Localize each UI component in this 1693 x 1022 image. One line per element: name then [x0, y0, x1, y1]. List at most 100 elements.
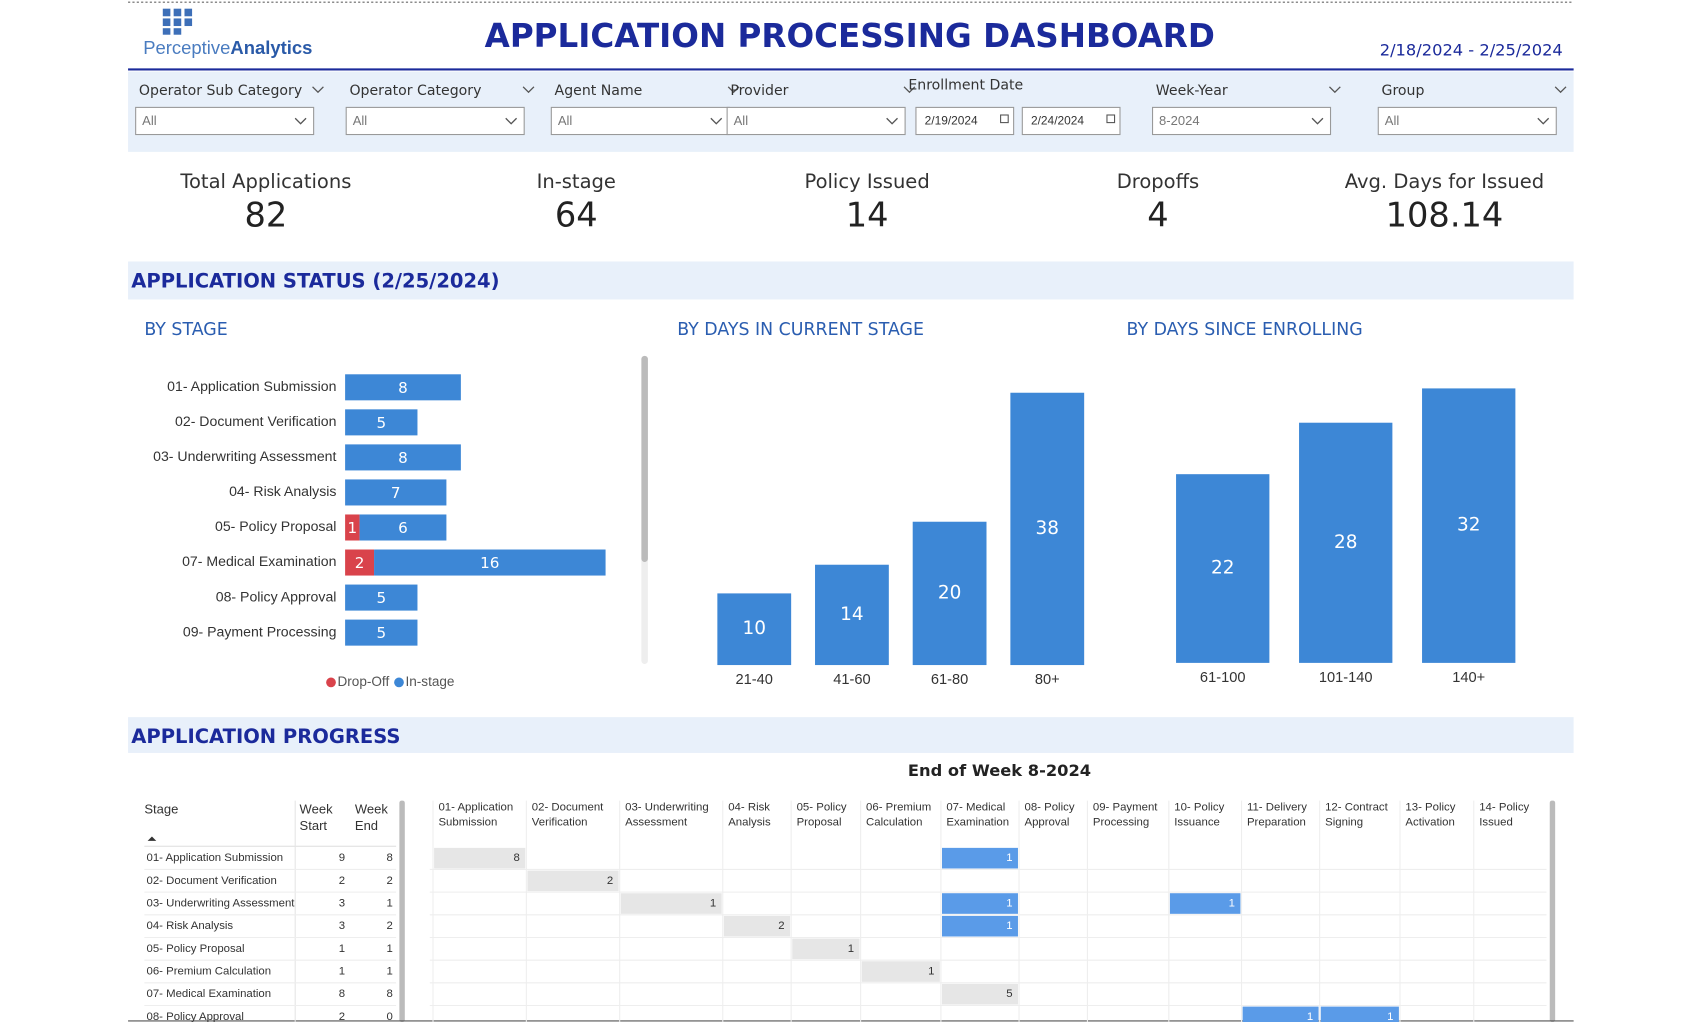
matrix-cell [620, 893, 722, 914]
row-stage: 05- Policy Proposal [147, 943, 245, 955]
category-label: 01- Application Submission [167, 378, 336, 394]
legend-label[interactable]: Drop-Off [338, 674, 390, 689]
bar-segment [374, 549, 606, 576]
matrix-cell [1320, 1006, 1399, 1022]
matrix-column-header-box: 09- Payment Processing [1093, 801, 1158, 829]
calendar-icon[interactable] [1106, 114, 1116, 124]
matrix-value: 1 [848, 943, 854, 955]
legend-marker[interactable] [326, 677, 336, 688]
matrix-column-header: 01- Application Submission [438, 800, 514, 829]
matrix-value: 5 [1006, 988, 1012, 1000]
kpi-value: 64 [555, 195, 598, 234]
row-stage: 08- Policy Approval [147, 1011, 244, 1022]
chevron[interactable] [903, 86, 916, 94]
matrix-column-header: 14- Policy Issued [1479, 800, 1530, 829]
section-bar [128, 261, 1574, 300]
matrix-column-header: 07- Medical Examination [946, 800, 1010, 829]
matrix-column-header-box: 14- Policy Issued [1479, 800, 1530, 829]
row-week-start: 9 [339, 852, 345, 864]
data-label: 22 [1211, 558, 1234, 579]
chevron[interactable] [727, 86, 740, 94]
dropdown[interactable] [135, 106, 315, 136]
dropdown[interactable] [345, 106, 525, 136]
scrollbar-thumb[interactable] [641, 355, 648, 562]
chevron[interactable] [1328, 86, 1341, 94]
x-tick-label: 21-40 [736, 672, 773, 688]
row-week-end: 2 [387, 875, 393, 887]
kpi-label: Policy Issued [805, 170, 930, 193]
chevron[interactable] [522, 86, 535, 94]
row-stage: 01- Application Submission [147, 852, 284, 864]
bar-segment [345, 444, 461, 471]
bar-segment [345, 479, 447, 506]
chevron[interactable] [1554, 86, 1567, 94]
bar [815, 564, 889, 666]
filter-label: Enrollment Date [908, 78, 1023, 94]
filter-label: Operator Category [349, 83, 481, 99]
bar [1176, 474, 1270, 663]
chevron[interactable] [1537, 117, 1550, 125]
column-header-box: Week End [355, 802, 388, 833]
matrix-cell [942, 847, 1018, 869]
matrix-column-header-box: 02- Document Verification [532, 801, 604, 829]
row-week-start: 2 [339, 1011, 345, 1022]
matrix-value: 1 [1229, 898, 1235, 910]
column-header: Stage [144, 801, 179, 817]
x-tick-label: 140+ [1452, 670, 1485, 686]
matrix-column-header-box: 03- Underwriting Assessment [625, 801, 709, 829]
matrix-value: 1 [1006, 898, 1012, 910]
chevron[interactable] [312, 86, 324, 94]
sort-arrow[interactable] [147, 836, 157, 841]
kpi-value: 14 [846, 195, 889, 234]
dropdown[interactable] [726, 106, 906, 136]
scrollbar[interactable] [399, 800, 405, 1022]
data-label: 20 [938, 582, 961, 603]
date-input[interactable] [1021, 106, 1121, 136]
matrix-value: 1 [1307, 1011, 1313, 1022]
dropdown[interactable] [1151, 106, 1332, 136]
dropdown[interactable] [550, 106, 730, 136]
chevron[interactable] [710, 117, 723, 125]
matrix-column-header: 08- Policy Approval [1024, 800, 1075, 829]
scrollbar[interactable] [1549, 800, 1556, 1022]
kpi-label: Dropoffs [1117, 170, 1200, 193]
row-week-start: 3 [339, 920, 345, 932]
filter-label: Agent Name [555, 83, 643, 99]
category-label: 02- Document Verification [175, 413, 336, 429]
matrix-column-header-box: 10- Policy Issuance [1174, 800, 1225, 829]
chevron[interactable] [505, 117, 518, 125]
row-stage: 06- Premium Calculation [147, 966, 272, 978]
legend-marker[interactable] [394, 677, 404, 688]
matrix-column-header-box: 05- Policy Proposal [797, 801, 847, 829]
kpi-label: Avg. Days for Issued [1345, 170, 1544, 193]
chevron[interactable] [294, 117, 307, 125]
matrix-value: 1 [1387, 1011, 1393, 1022]
bar [912, 521, 987, 666]
bar-segment [345, 619, 418, 646]
calendar-icon[interactable] [1000, 114, 1009, 124]
bar [1299, 422, 1393, 663]
matrix-column-header: 10- Policy Issuance [1174, 800, 1225, 829]
matrix-column-header-box: 06- Premium Calculation [866, 800, 932, 829]
date-input[interactable] [915, 106, 1015, 136]
bar-segment [345, 514, 360, 541]
category-label: 04- Risk Analysis [229, 483, 336, 499]
kpi-label: Total Applications [179, 170, 351, 193]
dropdown[interactable] [1377, 106, 1557, 136]
date-value: 2/24/2024 [1031, 114, 1084, 128]
matrix-cell [942, 893, 1018, 914]
row-stage: 02- Document Verification [147, 875, 277, 887]
logo-bold: Analytics [230, 37, 312, 58]
legend-label[interactable]: In-stage [406, 674, 455, 689]
matrix-column-header: 06- Premium Calculation [866, 800, 932, 829]
dropdown-value: All [558, 113, 573, 128]
kpi-value: 82 [244, 195, 287, 234]
chevron[interactable] [1311, 117, 1324, 125]
matrix-cell [527, 870, 619, 892]
matrix-column-header: 04- Risk Analysis [728, 800, 771, 829]
matrix-column-header-box: 04- Risk Analysis [728, 800, 771, 829]
date-range: 2/18/2024 - 2/25/2024 [1380, 40, 1563, 59]
chart-title: BY DAYS SINCE ENROLLING [1126, 320, 1362, 340]
chevron[interactable] [886, 117, 898, 125]
bar-segment [345, 409, 418, 436]
